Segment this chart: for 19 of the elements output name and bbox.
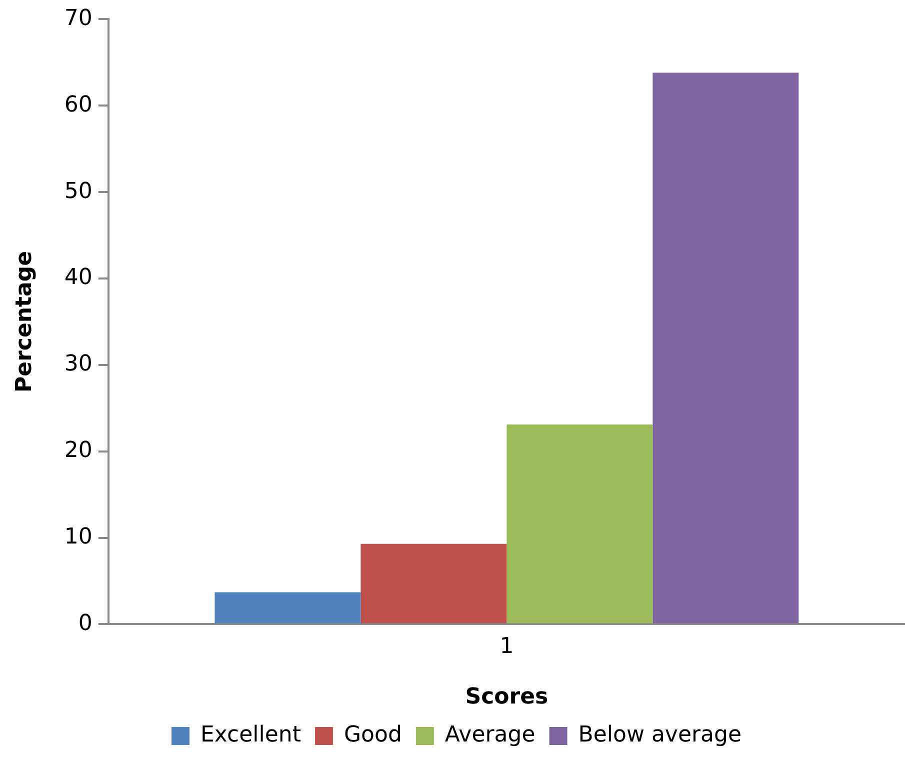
legend-label: Excellent xyxy=(200,722,302,748)
bar xyxy=(652,72,799,624)
y-axis-title: Percentage xyxy=(12,250,37,392)
legend-label: Good xyxy=(344,722,402,748)
legend-label: Average xyxy=(444,722,536,748)
bar xyxy=(506,424,653,624)
y-tick-label: 60 xyxy=(64,92,92,118)
y-tick-label: 10 xyxy=(64,524,92,550)
y-tick-label: 50 xyxy=(64,178,92,204)
y-tick-label: 0 xyxy=(78,610,92,636)
legend-label: Below average xyxy=(578,722,742,748)
y-tick-label: 20 xyxy=(64,438,92,464)
y-tick-label: 70 xyxy=(64,6,92,31)
bar xyxy=(360,544,507,624)
bar xyxy=(214,592,361,624)
y-tick-label: 30 xyxy=(64,352,92,377)
x-tick-label: 1 xyxy=(500,634,514,660)
x-axis-title: Scores xyxy=(465,684,548,710)
y-tick-label: 40 xyxy=(64,265,92,290)
